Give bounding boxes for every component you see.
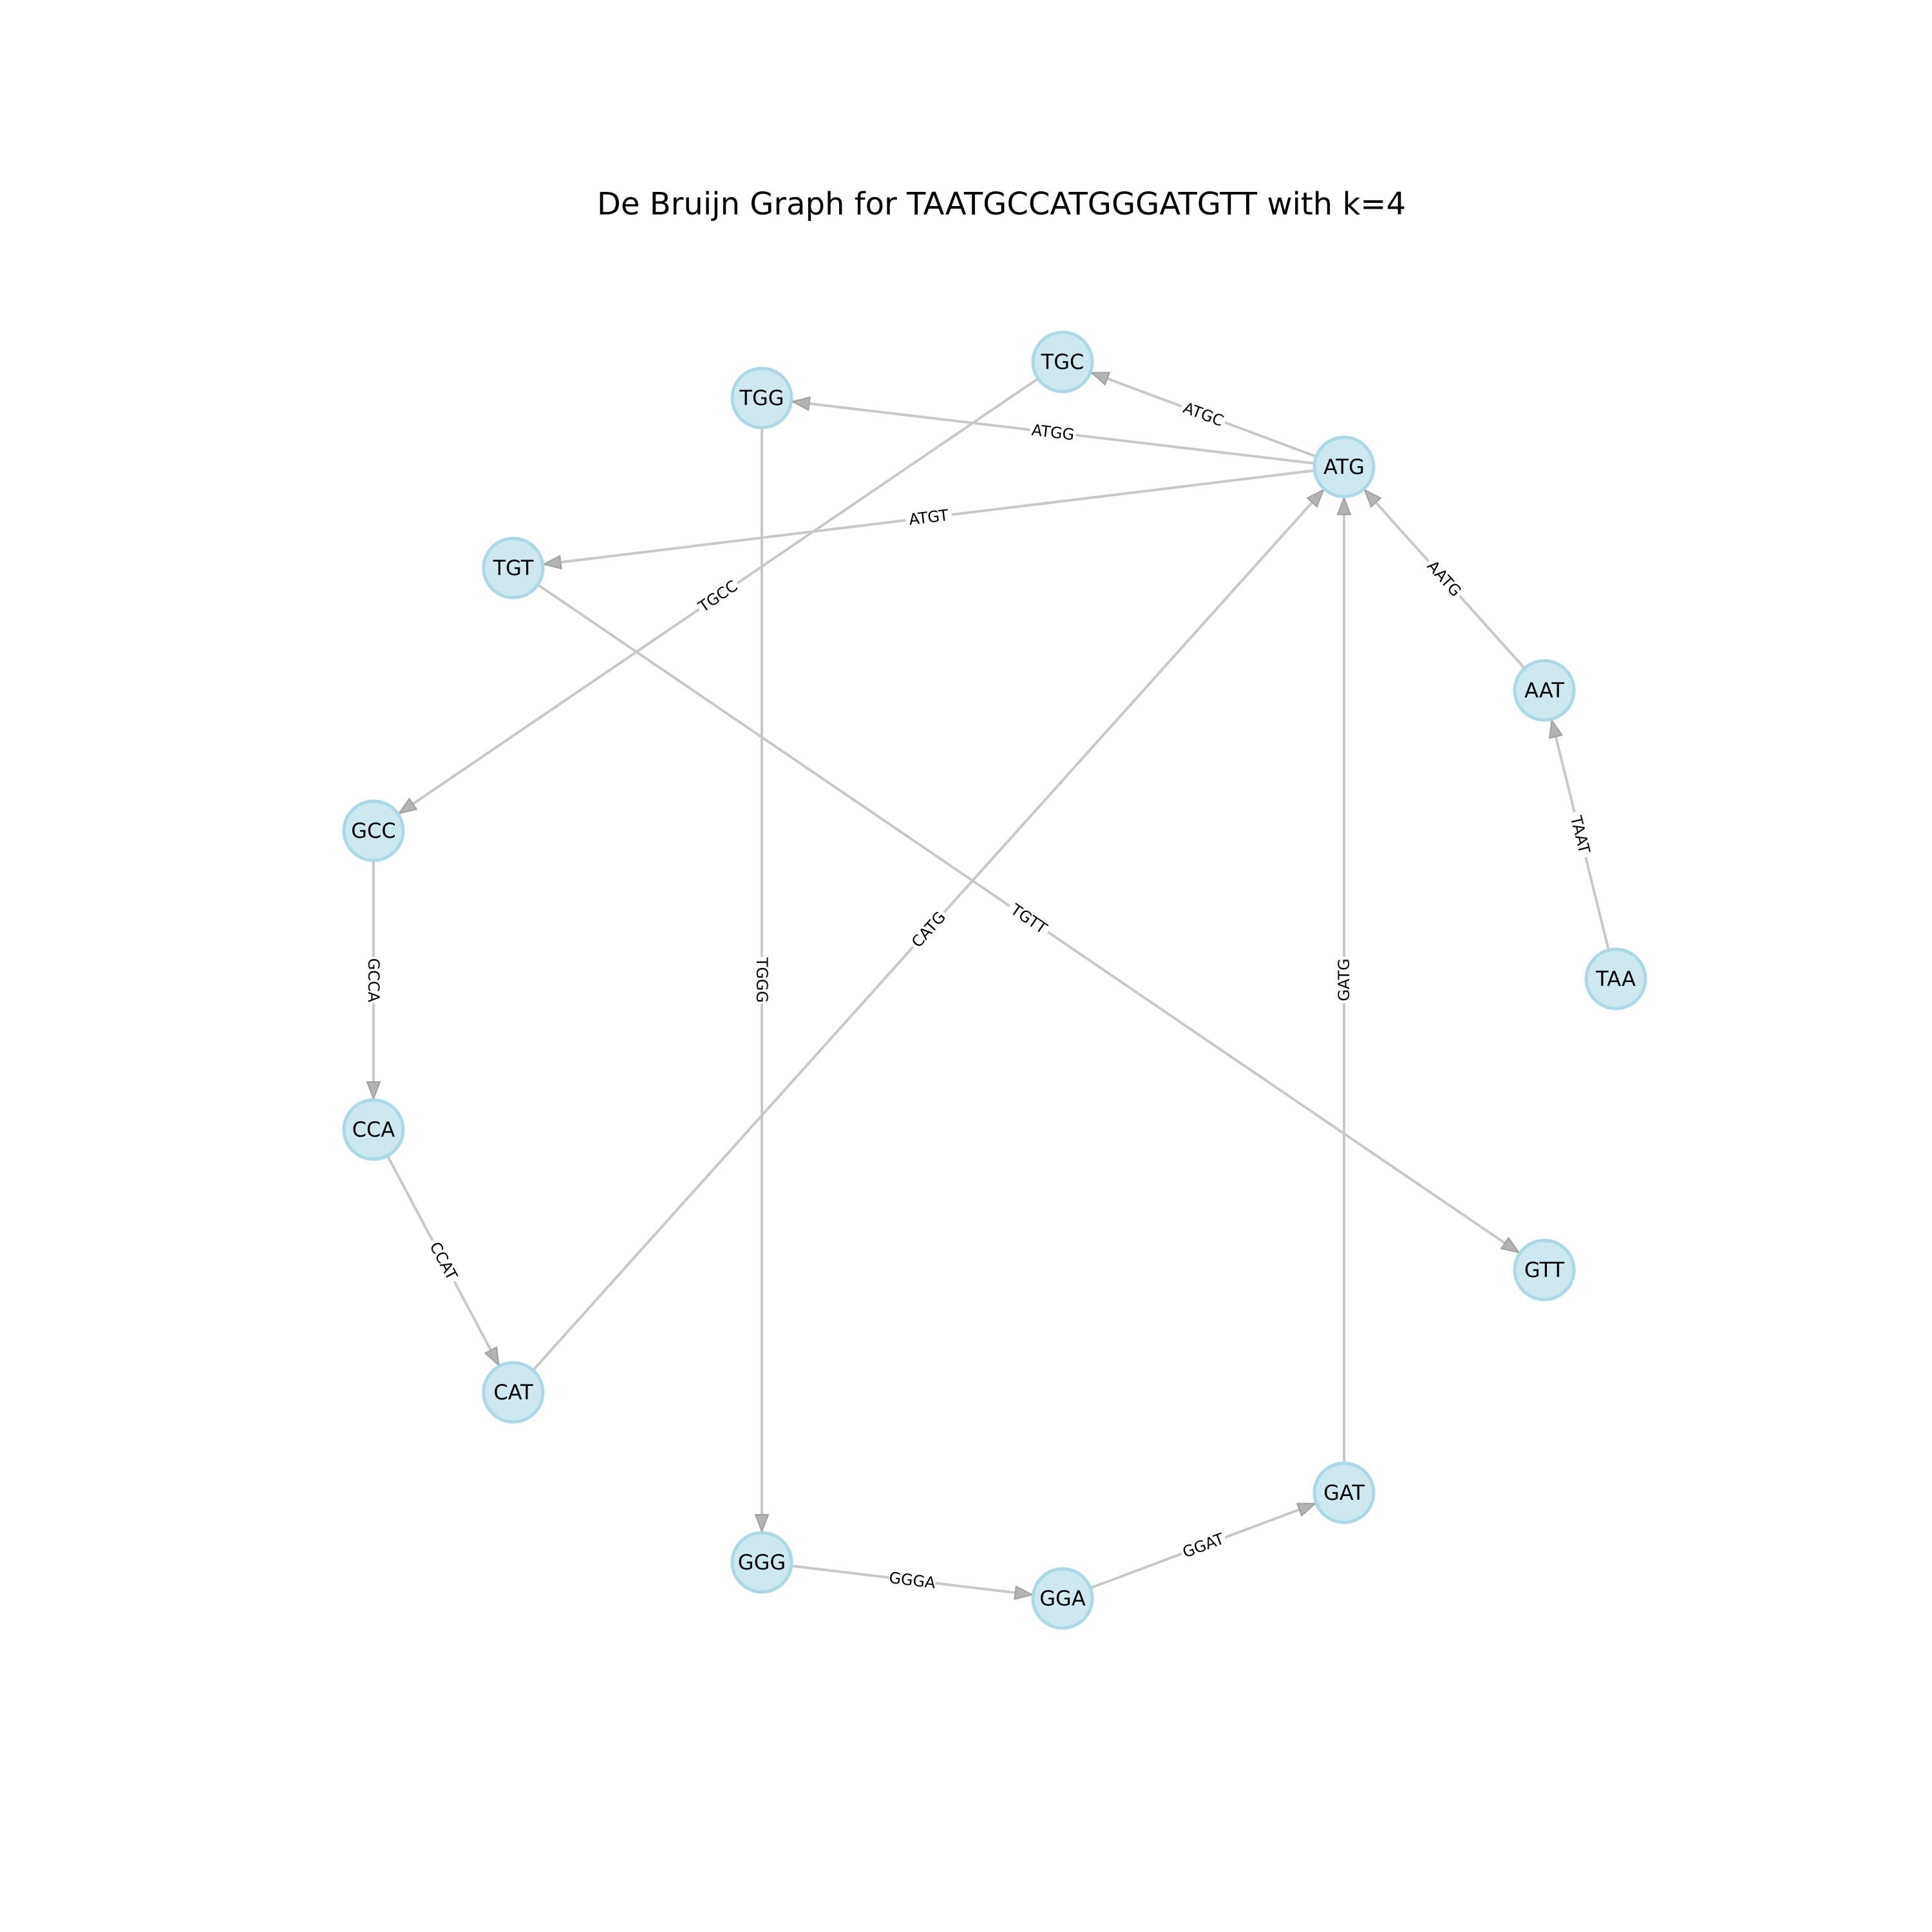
node-label-tgg: TGG bbox=[739, 386, 784, 410]
edge-label-background bbox=[1565, 810, 1595, 860]
edge-label-group: TGCC bbox=[693, 575, 743, 618]
edge-label-ccat: CCAT bbox=[426, 1239, 460, 1283]
edge-label-background bbox=[693, 575, 743, 618]
node-label-gga: GGA bbox=[1039, 1586, 1086, 1611]
edge-label-background bbox=[1421, 554, 1467, 603]
edge-label-background bbox=[424, 1236, 463, 1286]
edge-label-group: TAAT bbox=[1565, 810, 1595, 860]
edge-label-atgc: ATGC bbox=[1180, 399, 1226, 430]
node-label-aat: AAT bbox=[1524, 678, 1564, 703]
edge-label-background bbox=[1334, 956, 1354, 1003]
node-label-ggg: GGG bbox=[738, 1550, 786, 1575]
node-circle bbox=[482, 1361, 545, 1424]
edges-layer bbox=[374, 371, 1610, 1595]
node-circle bbox=[730, 366, 793, 430]
edge-label-ggat: GGAT bbox=[1180, 1530, 1226, 1562]
edge-label-group: GATG bbox=[1334, 956, 1354, 1003]
node-label-tgc: TGC bbox=[1041, 350, 1084, 374]
edge-label-background bbox=[1004, 898, 1054, 940]
edge-label-atgt: ATGT bbox=[908, 506, 950, 529]
node-ggg: GGG bbox=[730, 1531, 793, 1594]
node-circle bbox=[730, 1531, 793, 1594]
edge-label-group: GGGA bbox=[887, 1567, 937, 1593]
node-gga: GGA bbox=[1031, 1567, 1094, 1630]
edge-label-gcca: GCCA bbox=[365, 958, 383, 1003]
node-label-gtt: GTT bbox=[1524, 1258, 1565, 1282]
node-label-tgt: TGT bbox=[493, 556, 534, 580]
edge-label-group: TGGG bbox=[752, 957, 772, 1003]
node-tgg: TGG bbox=[730, 366, 793, 430]
node-circle bbox=[1031, 1567, 1094, 1630]
edge-label-background bbox=[364, 957, 383, 1003]
node-gcc: GCC bbox=[342, 799, 405, 862]
node-label-cca: CCA bbox=[352, 1117, 395, 1142]
edge-label-group: GCCA bbox=[364, 957, 383, 1003]
node-label-gat: GAT bbox=[1323, 1481, 1365, 1505]
node-label-cat: CAT bbox=[493, 1380, 533, 1405]
node-circle bbox=[1031, 330, 1094, 393]
edge-label-background bbox=[1028, 420, 1077, 445]
edge-label-group: TGTT bbox=[1004, 898, 1054, 940]
node-cca: CCA bbox=[342, 1098, 405, 1161]
edge-label-tggg: TGGG bbox=[753, 957, 771, 1003]
node-cat: CAT bbox=[482, 1361, 545, 1424]
edge-label-group: CATG bbox=[905, 905, 952, 954]
node-taa: TAA bbox=[1584, 947, 1647, 1010]
node-tgc: TGC bbox=[1031, 330, 1094, 393]
edge-label-background bbox=[752, 957, 772, 1003]
node-circle bbox=[1584, 947, 1647, 1010]
edge-label-atgg: ATGG bbox=[1030, 421, 1075, 444]
node-label-taa: TAA bbox=[1595, 967, 1636, 991]
node-circle bbox=[1513, 659, 1576, 722]
node-tgt: TGT bbox=[482, 536, 545, 600]
node-label-gcc: GCC bbox=[351, 819, 395, 843]
node-circle bbox=[1312, 1461, 1376, 1524]
node-circle bbox=[1513, 1238, 1576, 1302]
node-circle bbox=[1312, 435, 1376, 498]
node-circle bbox=[342, 1098, 405, 1161]
edge-label-group: CCAT bbox=[424, 1236, 463, 1286]
edge-label-group: AATG bbox=[1421, 554, 1467, 603]
edge-label-group: ATGC bbox=[1178, 397, 1229, 432]
node-aat: AAT bbox=[1513, 659, 1576, 722]
edge-label-group: GGAT bbox=[1178, 1528, 1229, 1563]
nodes-layer: TAA AAT ATG TGC TGG TGT GCC CCA CAT GGG GGA GAT GTT bbox=[342, 330, 1647, 1630]
node-circle bbox=[482, 536, 545, 600]
edge-label-background bbox=[887, 1567, 937, 1593]
edge-label-ggga: GGGA bbox=[888, 1569, 937, 1592]
node-label-atg: ATG bbox=[1323, 455, 1365, 479]
edge-label-background bbox=[1178, 1528, 1229, 1563]
node-atg: ATG bbox=[1312, 435, 1376, 498]
graph-title: De Bruijn Graph for TAATGCCATGGGATGTT wi… bbox=[597, 186, 1406, 222]
edge-label-background bbox=[904, 505, 953, 530]
node-gat: GAT bbox=[1312, 1461, 1376, 1524]
node-gtt: GTT bbox=[1513, 1238, 1576, 1302]
node-circle bbox=[342, 799, 405, 862]
edge-label-group: ATGT bbox=[904, 505, 953, 530]
edge-label-group: ATGG bbox=[1028, 420, 1077, 445]
edge-label-background bbox=[905, 905, 952, 954]
edge-label-gatg: GATG bbox=[1335, 958, 1353, 1001]
edge-label-background bbox=[1178, 397, 1229, 432]
edge-labels-layer: TAAT AATG ATGC ATGG ATGT TGCC GCCA CCAT CATG TGGG… bbox=[364, 397, 1595, 1593]
